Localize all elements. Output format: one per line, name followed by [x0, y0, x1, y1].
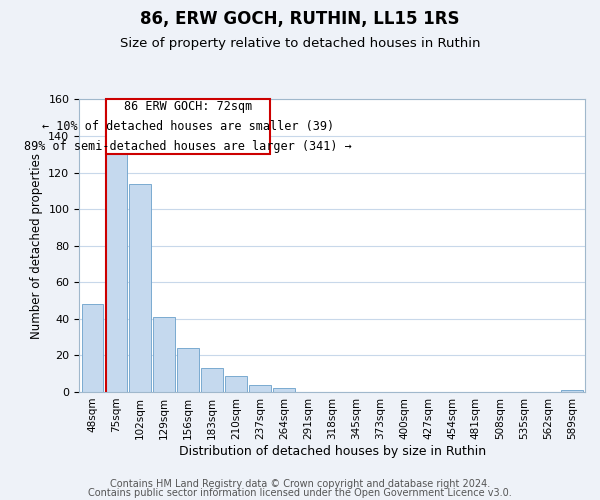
Text: Size of property relative to detached houses in Ruthin: Size of property relative to detached ho… [120, 38, 480, 51]
Bar [561, 390, 583, 392]
Bar [226, 376, 247, 392]
Bar [250, 384, 271, 392]
Bar [178, 348, 199, 392]
FancyBboxPatch shape [106, 100, 270, 154]
Y-axis label: Number of detached properties: Number of detached properties [30, 152, 43, 338]
Bar [106, 149, 127, 392]
Bar [202, 368, 223, 392]
X-axis label: Distribution of detached houses by size in Ruthin: Distribution of detached houses by size … [179, 444, 485, 458]
Text: Contains HM Land Registry data © Crown copyright and database right 2024.: Contains HM Land Registry data © Crown c… [110, 479, 490, 489]
Bar [274, 388, 295, 392]
Bar [130, 184, 151, 392]
Bar [154, 317, 175, 392]
Text: 86, ERW GOCH, RUTHIN, LL15 1RS: 86, ERW GOCH, RUTHIN, LL15 1RS [140, 10, 460, 28]
Text: 86 ERW GOCH: 72sqm
← 10% of detached houses are smaller (39)
89% of semi-detache: 86 ERW GOCH: 72sqm ← 10% of detached hou… [24, 100, 352, 154]
Text: Contains public sector information licensed under the Open Government Licence v3: Contains public sector information licen… [88, 488, 512, 498]
Bar [82, 304, 103, 392]
